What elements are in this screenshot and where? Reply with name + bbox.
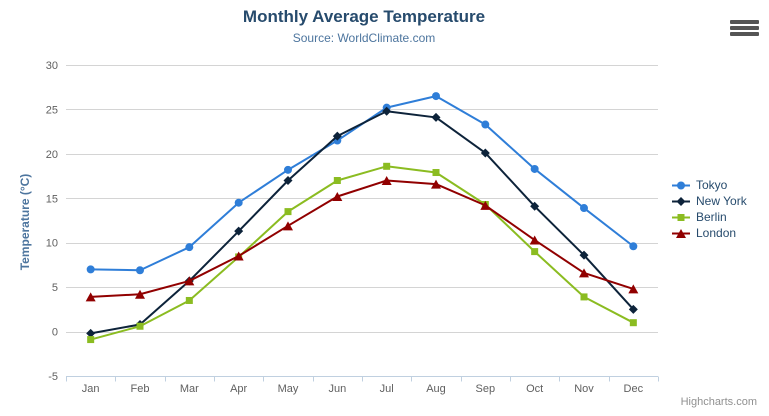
chart-subtitle: Source: WorldClimate.com <box>292 31 436 45</box>
series-london <box>85 176 639 302</box>
svg-text:Feb: Feb <box>131 383 150 395</box>
svg-text:Aug: Aug <box>426 383 446 395</box>
svg-text:0: 0 <box>52 327 58 339</box>
svg-text:Jul: Jul <box>380 383 394 395</box>
svg-text:30: 30 <box>46 60 58 72</box>
series-new-york <box>86 106 638 338</box>
export-menu-button[interactable] <box>730 20 759 36</box>
svg-text:Oct: Oct <box>526 383 543 395</box>
svg-text:Mar: Mar <box>180 383 199 395</box>
legend-marker-london <box>672 228 690 238</box>
legend-label: London <box>696 226 737 240</box>
legend-marker-new-york <box>672 196 690 206</box>
y-axis-title: Temperature (°C) <box>18 173 32 271</box>
svg-text:Nov: Nov <box>574 383 594 395</box>
legend-item-new-york[interactable]: New York <box>671 193 747 209</box>
y-gridlines <box>66 65 658 377</box>
legend-label: Tokyo <box>696 178 728 192</box>
legend-item-london[interactable]: London <box>671 225 747 241</box>
svg-text:10: 10 <box>46 238 58 250</box>
series-tokyo <box>86 92 638 275</box>
legend-label: Berlin <box>696 210 727 224</box>
svg-text:Jan: Jan <box>82 383 100 395</box>
chart-title: Monthly Average Temperature <box>242 7 486 26</box>
credits-link[interactable]: Highcharts.com <box>680 396 757 408</box>
legend-label: New York <box>696 194 747 208</box>
legend: Tokyo New York Berlin London <box>671 177 747 241</box>
svg-text:Jun: Jun <box>328 383 346 395</box>
svg-text:15: 15 <box>46 193 58 205</box>
y-axis-labels: -5 0 5 10 15 20 25 30 <box>46 60 58 383</box>
legend-item-tokyo[interactable]: Tokyo <box>671 177 747 193</box>
series-berlin <box>87 162 637 344</box>
x-axis <box>66 376 659 382</box>
svg-text:20: 20 <box>46 149 58 161</box>
svg-text:Dec: Dec <box>624 383 644 395</box>
legend-item-berlin[interactable]: Berlin <box>671 209 747 225</box>
svg-text:25: 25 <box>46 104 58 116</box>
svg-text:May: May <box>278 383 299 395</box>
legend-marker-tokyo <box>672 181 690 189</box>
x-axis-labels: Jan Feb Mar Apr May Jun Jul Aug Sep Oct Nov Dec <box>82 383 644 395</box>
svg-text:Apr: Apr <box>230 383 247 395</box>
svg-text:-5: -5 <box>48 371 58 383</box>
legend-marker-berlin <box>672 213 690 221</box>
svg-text:Sep: Sep <box>476 383 496 395</box>
svg-text:5: 5 <box>52 282 58 294</box>
